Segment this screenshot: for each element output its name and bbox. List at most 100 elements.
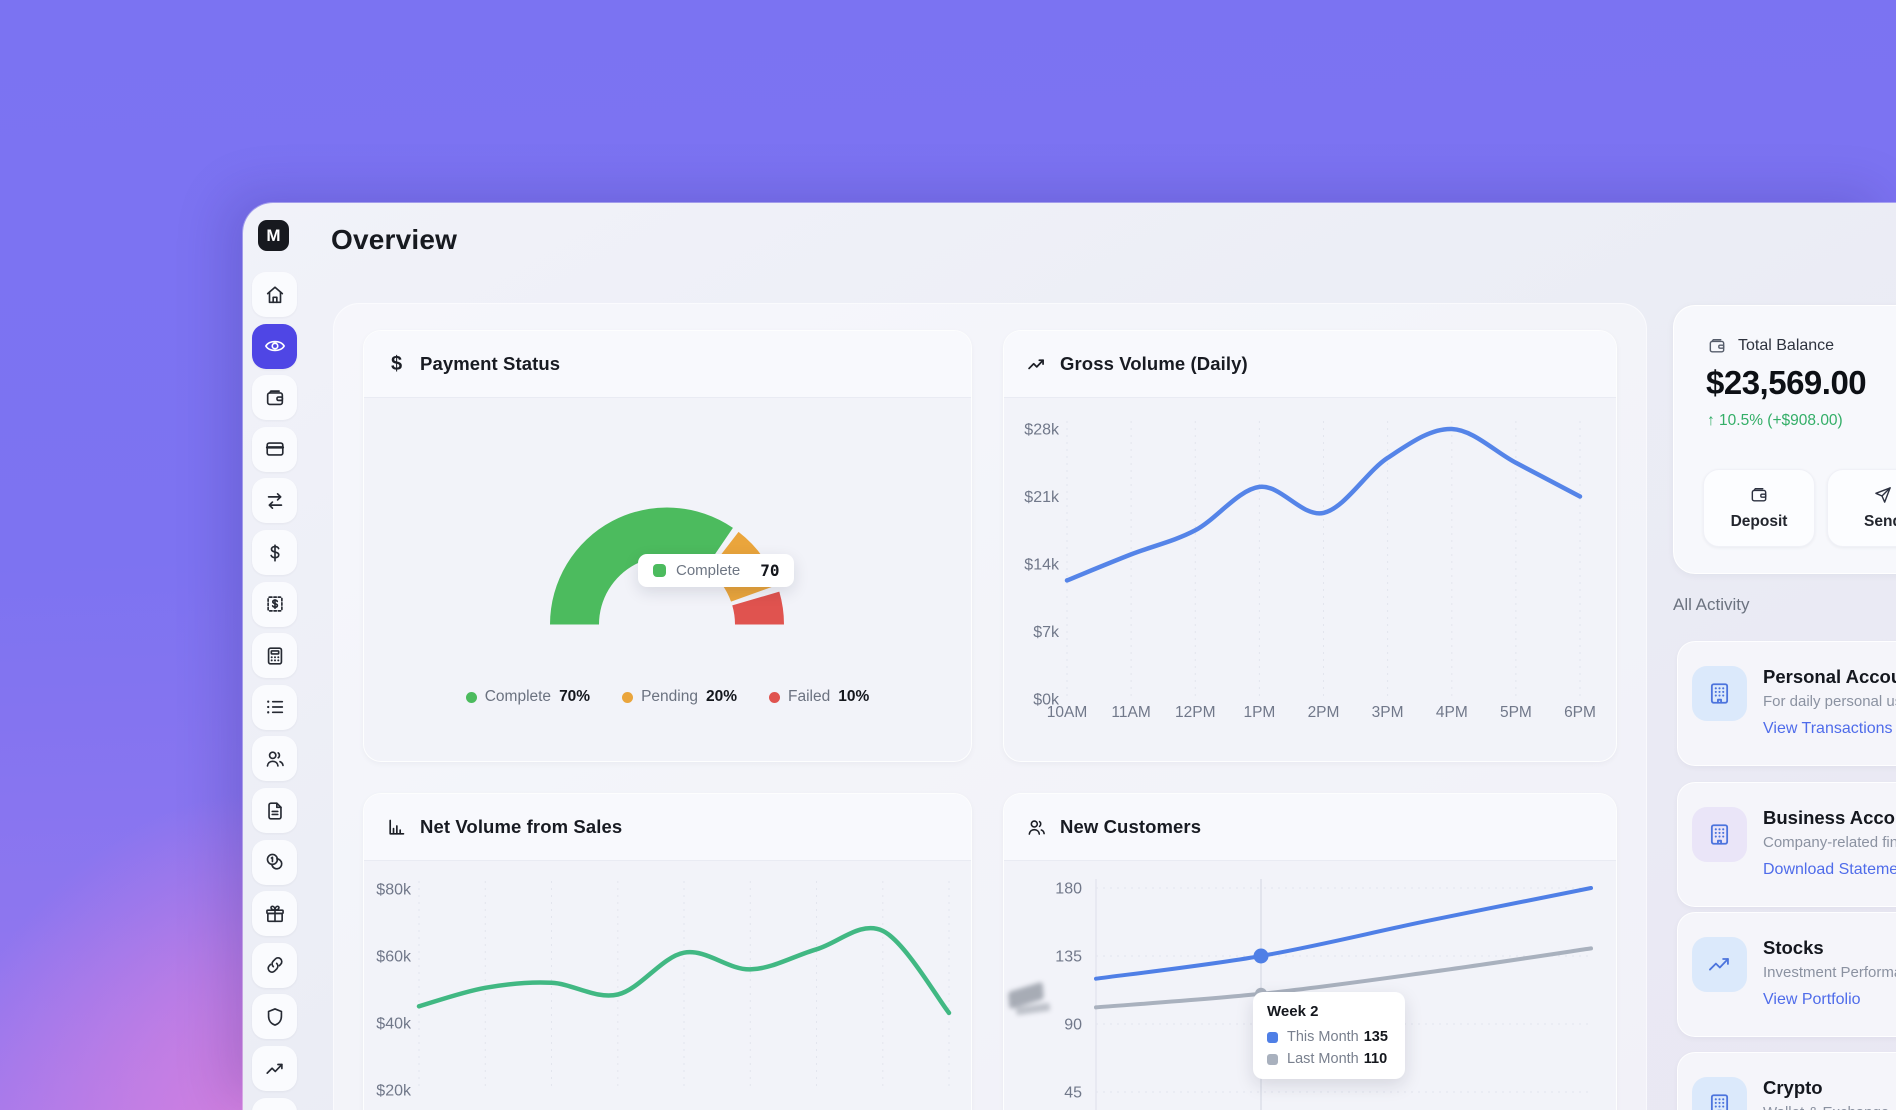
sidebar-item-analytics[interactable] bbox=[252, 1046, 297, 1091]
trending-up-icon bbox=[1026, 354, 1047, 375]
sidebar-item-links[interactable] bbox=[252, 942, 297, 988]
activity-icon-tile bbox=[1692, 807, 1747, 862]
x-tick-label: 6PM bbox=[1564, 704, 1596, 721]
series-line-this-month[interactable] bbox=[1094, 886, 1593, 981]
send-button[interactable]: Send bbox=[1827, 469, 1896, 547]
wallet-icon bbox=[1709, 339, 1725, 353]
series-line-gross-volume-(daily)[interactable] bbox=[1064, 426, 1583, 583]
activity-icon-tile bbox=[1692, 666, 1747, 721]
all-activity-heading: All Activity bbox=[1673, 595, 1750, 614]
sidebar-item-customers[interactable] bbox=[252, 736, 297, 782]
data-point-this-month[interactable] bbox=[1253, 948, 1269, 964]
receipt-icon bbox=[266, 596, 283, 612]
week-tooltip-title: Week 2 bbox=[1267, 1003, 1319, 1020]
activity-card-crypto[interactable]: Crypto Wallet & Exchange bbox=[1677, 1052, 1896, 1110]
series-label: This Month bbox=[1287, 1029, 1359, 1045]
sidebar-item-calculator[interactable] bbox=[252, 633, 297, 679]
y-tick-label: $21k bbox=[1024, 489, 1060, 506]
sidebar-item-overview[interactable] bbox=[252, 323, 297, 369]
net-volume-title: Net Volume from Sales bbox=[420, 816, 623, 837]
activity-title: Crypto bbox=[1763, 1077, 1823, 1098]
activity-card-business-account[interactable]: Business Account Company-related finances… bbox=[1677, 782, 1896, 907]
gauge-tooltip-label: Complete bbox=[676, 562, 741, 579]
x-tick-label: 12PM bbox=[1175, 704, 1216, 721]
sidebar-item-transfers[interactable] bbox=[252, 478, 297, 524]
total-balance-label: Total Balance bbox=[1738, 337, 1835, 354]
legend-item-failed: Failed 10% bbox=[769, 688, 869, 706]
week-tooltip-row: Last Month 110 bbox=[1267, 1051, 1391, 1067]
eye-icon bbox=[264, 340, 285, 352]
net-volume-chart[interactable]: $20k $40k $60k $80k bbox=[364, 861, 971, 1110]
sidebar-item-wallet[interactable] bbox=[252, 375, 297, 421]
sidebar-item-security[interactable] bbox=[252, 994, 297, 1040]
dollar-icon: $ bbox=[390, 352, 403, 375]
new-customers-title: New Customers bbox=[1060, 816, 1202, 837]
cursor-motion-blur bbox=[1002, 981, 1058, 1023]
users-icon bbox=[266, 751, 284, 767]
gauge-tooltip-swatch bbox=[653, 564, 666, 577]
y-tick-label: 180 bbox=[1055, 881, 1082, 898]
activity-subtitle: Company-related finances bbox=[1763, 834, 1896, 851]
deposit-button[interactable]: Deposit bbox=[1703, 469, 1815, 547]
sidebar-item-cards[interactable] bbox=[252, 426, 297, 472]
new-customers-card: New Customers 45 90 135 180 Week 2 This Mon… bbox=[1003, 793, 1617, 1110]
y-tick-label: 90 bbox=[1064, 1017, 1082, 1034]
sidebar-item-more[interactable] bbox=[252, 1097, 297, 1110]
gauge-segment-complete[interactable] bbox=[550, 507, 733, 625]
activity-link[interactable]: Download Statements bbox=[1763, 861, 1896, 878]
activity-title: Business Account bbox=[1763, 807, 1896, 828]
legend-dot bbox=[622, 691, 634, 703]
dollar-icon bbox=[269, 543, 280, 562]
sidebar-item-invoices[interactable] bbox=[252, 581, 297, 627]
gross-volume-title: Gross Volume (Daily) bbox=[1060, 353, 1248, 374]
series-value: 110 bbox=[1363, 1051, 1388, 1067]
activity-icon-tile bbox=[1692, 937, 1747, 992]
series-line-last-month[interactable] bbox=[1094, 946, 1593, 1010]
x-tick-label: 1PM bbox=[1243, 704, 1275, 721]
app-logo[interactable]: M bbox=[258, 220, 289, 251]
x-tick-label: 2PM bbox=[1308, 704, 1340, 721]
week-tooltip: Week 2 This Month 135 Last Month 110 bbox=[1253, 992, 1405, 1079]
y-tick-label: $0k bbox=[1033, 692, 1060, 709]
activity-subtitle: Wallet & Exchange bbox=[1763, 1104, 1889, 1110]
gift-icon bbox=[265, 905, 284, 922]
gross-volume-chart[interactable]: $0k $7k $14k $21k $28k 10AM 11AM 12PM 1PM 2PM 3PM 4… bbox=[1004, 398, 1616, 760]
week-tooltip-row: This Month 135 bbox=[1267, 1029, 1391, 1045]
sidebar-item-payments[interactable] bbox=[252, 530, 297, 575]
link-icon bbox=[266, 957, 283, 974]
balance-actions: Deposit Send bbox=[1703, 469, 1896, 547]
series-line-net-volume-from-sales[interactable] bbox=[416, 925, 952, 1016]
wallet-icon bbox=[1751, 488, 1767, 502]
y-tick-label: $14k bbox=[1024, 557, 1060, 574]
activity-subtitle: For daily personal use bbox=[1763, 693, 1896, 710]
x-tick-label: 11AM bbox=[1111, 704, 1150, 721]
users-icon bbox=[1026, 817, 1047, 838]
activity-title: Stocks bbox=[1763, 937, 1824, 958]
legend-value: 20% bbox=[705, 688, 738, 705]
y-tick-label: $40k bbox=[376, 1016, 412, 1033]
x-tick-label: 5PM bbox=[1500, 704, 1532, 721]
card-icon bbox=[265, 442, 284, 457]
sidebar-item-rewards[interactable] bbox=[252, 891, 297, 937]
legend-value: 70% bbox=[559, 688, 591, 705]
sidebar-item-documents[interactable] bbox=[252, 788, 297, 833]
sidebar-item-home[interactable] bbox=[252, 272, 297, 317]
new-customers-chart[interactable]: 45 90 135 180 bbox=[1004, 861, 1616, 1110]
legend-dot bbox=[769, 691, 781, 703]
activity-link[interactable]: View Transactions bbox=[1763, 720, 1893, 737]
sidebar-item-coins[interactable] bbox=[252, 839, 297, 885]
series-swatch bbox=[1267, 1053, 1278, 1065]
y-tick-label: $7k bbox=[1033, 624, 1060, 641]
activity-subtitle: Investment Performance bbox=[1763, 964, 1896, 981]
building-icon bbox=[1710, 824, 1729, 845]
gauge-segment-failed[interactable] bbox=[732, 591, 784, 625]
total-balance-amount: $23,569.00 bbox=[1706, 364, 1867, 401]
activity-card-personal-account[interactable]: Personal Account For daily personal use Vi… bbox=[1677, 641, 1896, 766]
legend-label: Complete bbox=[484, 688, 552, 705]
y-tick-label: 45 bbox=[1064, 1085, 1082, 1102]
sidebar-item-transactions[interactable] bbox=[252, 684, 297, 730]
shield-icon bbox=[267, 1007, 282, 1026]
activity-card-stocks[interactable]: Stocks Investment Performance View Portfol… bbox=[1677, 912, 1896, 1037]
activity-link[interactable]: View Portfolio bbox=[1763, 991, 1861, 1008]
